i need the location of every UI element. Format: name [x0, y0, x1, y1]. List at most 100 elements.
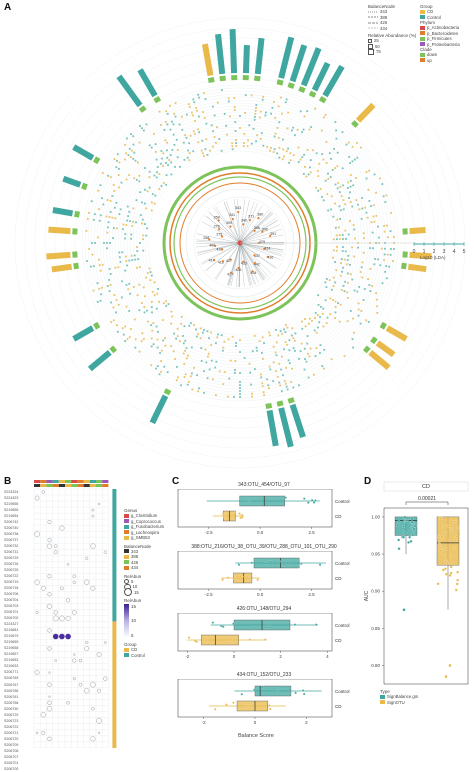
heat-cell [243, 133, 245, 135]
heat-cell [171, 174, 173, 176]
color-swatch [124, 648, 129, 652]
heat-cell [339, 218, 341, 220]
heat-cell [93, 265, 95, 267]
balance-bar [59, 484, 65, 487]
heat-cell [333, 285, 335, 287]
c-xtick-label: 4 [326, 654, 329, 659]
heat-cell [119, 162, 121, 164]
heat-cell [157, 331, 159, 333]
heat-cell [124, 270, 126, 272]
heat-cell [152, 291, 154, 293]
heat-cell [281, 333, 283, 335]
heat-cell [198, 97, 200, 99]
heat-cell [337, 182, 339, 184]
heat-cell [321, 130, 323, 132]
heat-cell [177, 149, 179, 151]
control-point [311, 499, 313, 501]
relabun-dot [66, 616, 70, 620]
signotu-point [454, 539, 457, 542]
heat-cell [177, 377, 179, 379]
heat-cell [187, 355, 189, 357]
c-xtick-label: 2.5 [308, 592, 315, 597]
control-point [294, 624, 296, 626]
heat-cell [128, 283, 130, 285]
heat-cell [124, 159, 126, 161]
relabun-dot [35, 496, 39, 500]
heat-cell [304, 348, 306, 350]
heat-cell [116, 160, 118, 162]
heat-cell [372, 247, 374, 249]
balance-bar [90, 484, 96, 487]
heat-cell [260, 376, 262, 378]
heat-cell [366, 178, 368, 180]
heat-cell [239, 372, 241, 374]
heat-cell [276, 152, 278, 154]
heat-cell [280, 330, 282, 332]
genus-bar [59, 480, 65, 483]
heat-cell [239, 393, 241, 395]
heat-cell [149, 171, 151, 173]
heat-cell [117, 266, 119, 268]
heat-cell [107, 175, 109, 177]
relabun-dot [98, 503, 100, 505]
heat-cell [344, 281, 346, 283]
lda-tick-label: 5 [463, 249, 466, 255]
heat-cell [165, 184, 167, 186]
color-swatch [420, 42, 425, 46]
relabun-dot [48, 520, 52, 524]
heat-cell [325, 299, 327, 301]
heat-cell [350, 186, 352, 188]
heat-cell [310, 126, 312, 128]
c-subplot-title: 434:OTU_152/OTU_233 [176, 672, 352, 678]
heat-cell [113, 190, 115, 192]
color-swatch [420, 58, 425, 62]
heat-cell [285, 383, 287, 385]
heat-cell [108, 221, 110, 223]
gradient-tick: 10 [131, 618, 136, 624]
heat-cell [189, 152, 191, 154]
heat-cell [153, 133, 155, 135]
c-subplot-title: 343:OTU_454/OTU_97 [176, 482, 352, 488]
heat-cell [167, 371, 169, 373]
heat-cell [334, 317, 336, 319]
heat-cell [329, 152, 331, 154]
heat-cell [280, 97, 282, 99]
heat-cell [127, 288, 129, 290]
node-dot [232, 218, 234, 220]
heat-cell [86, 230, 88, 232]
heat-cell [278, 157, 280, 159]
heat-cell [327, 317, 329, 319]
heat-cell [216, 336, 218, 338]
heat-cell [145, 277, 147, 279]
heat-cell [371, 285, 373, 287]
heat-cell [309, 129, 311, 131]
heat-cell [179, 340, 181, 342]
heat-cell [291, 129, 293, 131]
heat-cell [261, 352, 263, 354]
heat-cell [139, 191, 141, 193]
heat-cell [144, 167, 146, 169]
control-box [254, 558, 299, 568]
signotu-point [439, 549, 442, 552]
heat-cell [323, 159, 325, 161]
heat-cell [125, 256, 127, 258]
heat-cell [284, 331, 286, 333]
signotu-point [437, 582, 440, 585]
heat-cell [283, 348, 285, 350]
heat-cell [126, 306, 128, 308]
heat-cell [336, 250, 338, 252]
heat-cell [109, 290, 111, 292]
heat-cell [283, 329, 285, 331]
relabun-dot [73, 654, 75, 656]
relabun-dot [73, 575, 76, 578]
heat-cell [126, 260, 128, 262]
heat-cell [173, 333, 175, 335]
d-ytick-label: 0.85 [371, 626, 380, 631]
heat-cell [358, 309, 360, 311]
heat-cell [349, 191, 351, 193]
heat-cell [102, 204, 104, 206]
phylum-tick [279, 80, 280, 85]
phylum-tick [211, 78, 212, 83]
node-dot [237, 211, 239, 213]
heat-cell [120, 208, 122, 210]
